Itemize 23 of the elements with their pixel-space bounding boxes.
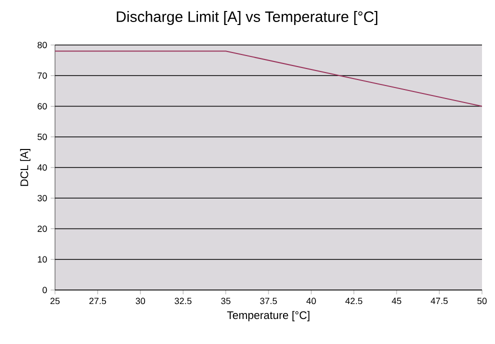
y-tick-label: 70: [38, 72, 47, 79]
y-tick-label: 60: [38, 103, 47, 110]
y-tick-label: 40: [37, 164, 47, 171]
y-tick-label: 30: [38, 194, 47, 202]
x-tick-label: 40: [306, 298, 316, 304]
x-tick-label: 35: [221, 298, 230, 304]
x-tick-label: 27.5: [89, 298, 106, 304]
x-tick-label: 45: [392, 298, 402, 304]
y-tick-label: 50: [38, 134, 47, 140]
y-axis-title: DCL [A]: [20, 149, 30, 186]
y-tick-label: 0: [42, 286, 47, 294]
x-axis-title: Temperature [°C]: [227, 310, 310, 322]
x-tick-label: 42.5: [345, 298, 362, 304]
y-tick-label: 80: [38, 42, 47, 48]
x-tick-label: 37.5: [260, 298, 277, 304]
x-tick-label: 25: [50, 298, 60, 304]
x-tick-label: 32.5: [174, 298, 192, 304]
x-tick-label: 47.5: [430, 298, 448, 304]
chart-title: Discharge Limit [A] vs Temperature [°C]: [116, 11, 378, 25]
y-tick-label: 10: [38, 256, 47, 263]
x-tick-label: 50: [477, 298, 487, 304]
x-tick-label: 30: [136, 298, 146, 304]
y-tick-label: 20: [38, 226, 47, 232]
